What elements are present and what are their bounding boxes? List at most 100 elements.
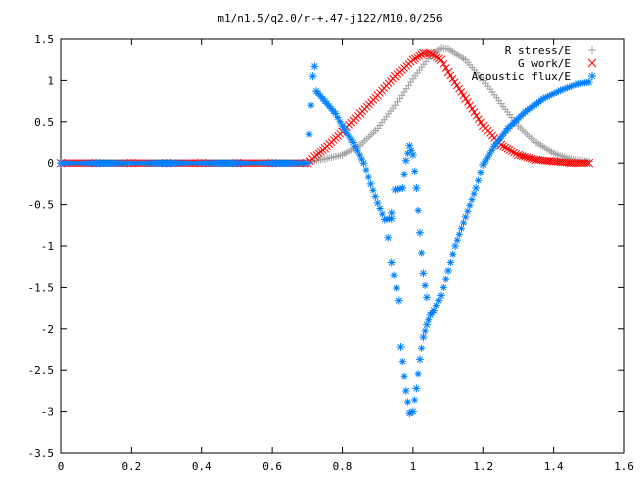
data-point [396, 343, 405, 352]
data-point [503, 144, 512, 153]
data-point [486, 150, 494, 158]
y-tick-label: -1 [41, 240, 54, 253]
data-point [466, 201, 474, 209]
y-tick-label: -0.5 [28, 199, 55, 212]
series-acoustic-flux-e [57, 62, 593, 418]
data-point [301, 159, 309, 167]
data-point [459, 54, 467, 62]
y-tick-label: -3 [41, 406, 54, 419]
data-point [305, 130, 313, 138]
y-tick-label: -3.5 [28, 447, 55, 460]
data-point [451, 242, 460, 250]
data-point [572, 81, 580, 89]
data-point [392, 284, 400, 292]
data-point [501, 143, 510, 152]
y-tick-label: 1.5 [34, 33, 54, 46]
data-point [435, 46, 443, 54]
data-point [394, 296, 403, 305]
data-point [418, 249, 426, 257]
data-point [351, 143, 359, 151]
data-point [378, 210, 386, 218]
data-point [530, 136, 538, 144]
data-point [518, 152, 527, 161]
data-point [435, 297, 443, 305]
data-point [319, 95, 327, 103]
data-point [464, 98, 472, 106]
data-point [495, 97, 503, 105]
data-point [411, 54, 419, 63]
data-point [414, 370, 422, 378]
data-point [310, 62, 319, 71]
data-point [461, 213, 470, 222]
data-point [422, 293, 431, 302]
data-point [439, 283, 447, 291]
data-point [541, 94, 549, 102]
data-point [266, 159, 274, 167]
data-point [336, 151, 344, 159]
data-point [502, 127, 510, 135]
data-point [401, 386, 410, 395]
data-point [428, 50, 437, 59]
data-point [475, 176, 483, 184]
data-point [428, 309, 436, 317]
data-point [421, 281, 429, 289]
data-point [474, 115, 483, 123]
data-point [412, 184, 421, 193]
data-point [394, 185, 402, 193]
data-point [432, 53, 441, 61]
y-tick-label: 1 [47, 74, 54, 87]
data-point [441, 64, 450, 72]
data-point [448, 74, 457, 83]
x-tick-label: 1.2 [473, 460, 493, 473]
data-point [334, 114, 342, 122]
data-point [436, 55, 446, 65]
data-point [308, 72, 317, 81]
data-point [554, 87, 562, 95]
data-point [547, 148, 555, 156]
data-point [453, 81, 461, 90]
data-point [582, 159, 591, 168]
data-point [364, 173, 372, 181]
data-point [421, 327, 429, 335]
data-point [336, 118, 344, 126]
data-point [347, 135, 355, 143]
chart-title: m1/n1.5/q2.0/r-+.47-j122/M10.0/256 [217, 12, 442, 25]
data-point [400, 372, 408, 380]
legend-marker [588, 72, 596, 80]
data-point [477, 74, 485, 82]
x-tick-label: 0 [58, 460, 65, 473]
legend-label: R stress/E [505, 44, 571, 57]
y-axis: 1.5 1 0.5 0 -0.5 -1 -1.5 -2 -2.5 -3 -3.5 [28, 33, 624, 460]
data-point [556, 86, 565, 95]
data-point [419, 269, 428, 278]
data-point [418, 344, 426, 352]
data-point [343, 129, 351, 137]
data-point [488, 146, 496, 154]
data-point [527, 154, 536, 163]
data-point [415, 228, 424, 237]
data-point [442, 275, 450, 283]
x-axis: 0 0.2 0.4 0.6 0.8 1 1.2 1.4 1.6 [58, 39, 634, 473]
data-point [407, 78, 415, 86]
data-point [479, 160, 488, 169]
data-point [483, 154, 491, 162]
x-tick-label: 1 [410, 460, 417, 473]
data-point [477, 169, 485, 177]
data-point [355, 151, 363, 159]
data-point [387, 258, 396, 267]
data-point [414, 206, 422, 214]
data-point [231, 159, 239, 167]
data-point [548, 90, 556, 98]
data-point [543, 93, 551, 101]
data-point [371, 193, 379, 201]
data-point [401, 156, 410, 165]
data-point [464, 207, 472, 215]
data-point [413, 53, 421, 61]
data-point [499, 142, 507, 151]
data-point [341, 125, 349, 133]
data-point [523, 153, 532, 162]
data-point [455, 230, 463, 238]
data-point [470, 108, 479, 117]
data-point [385, 215, 393, 223]
